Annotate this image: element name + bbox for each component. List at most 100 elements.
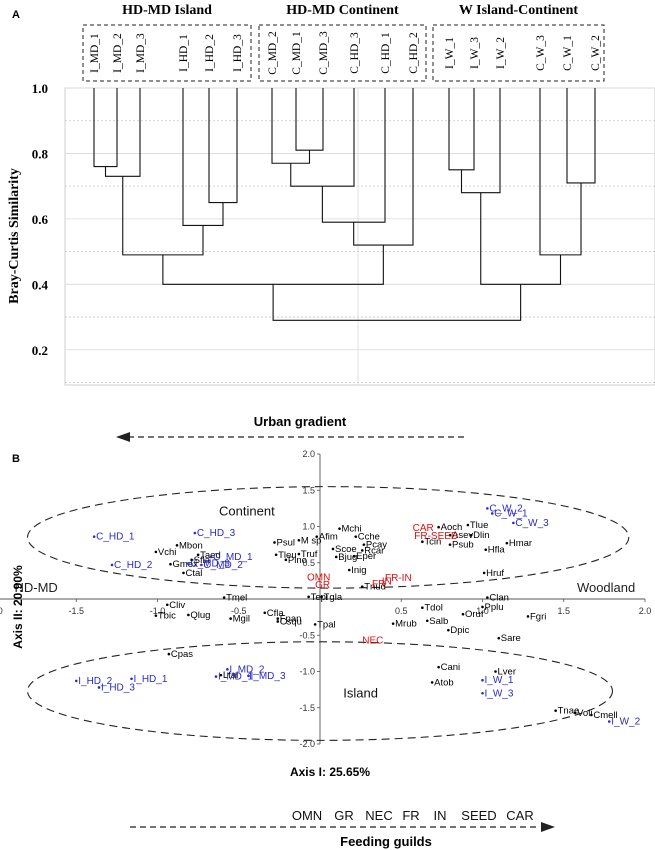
- species-marker: [421, 606, 424, 609]
- species-marker: [505, 541, 509, 545]
- y-tick-label: 1.0: [32, 81, 48, 96]
- y-tick-label: -1.5: [299, 703, 315, 713]
- species-marker: [331, 547, 335, 551]
- group-box: [432, 24, 605, 82]
- species-label: Qlug: [190, 610, 210, 621]
- species-label: Mrub: [395, 619, 417, 630]
- x-tick-label: -1.0: [150, 606, 166, 616]
- species-label: Cliv: [169, 600, 185, 611]
- species-label: Taed: [200, 550, 221, 561]
- site-marker: [214, 675, 218, 678]
- species-label: Mbon: [179, 540, 203, 551]
- x-tick-label: 0.5: [395, 606, 408, 616]
- species-label: Tpal: [317, 619, 335, 630]
- species-label: Tgla: [324, 592, 343, 603]
- site-marker: [481, 678, 484, 682]
- species-label: Sfla: [194, 555, 211, 566]
- species-marker: [165, 603, 169, 607]
- guild-label: NEC: [362, 635, 383, 646]
- species-label: Tlue: [470, 520, 488, 531]
- species-marker: [169, 562, 172, 566]
- species-marker: [229, 617, 232, 620]
- dendrogram-branch: [460, 88, 501, 194]
- ordination-y-axis-label: Axis II: 20.90%: [11, 565, 25, 649]
- species-label: Asev: [452, 530, 473, 541]
- species-label: Pino: [288, 555, 307, 566]
- panel-label-b: B: [12, 453, 20, 465]
- species-label: Hruf: [486, 568, 504, 579]
- species-label: Cche: [358, 532, 380, 543]
- species-label: Psub: [452, 540, 474, 551]
- site-marker: [226, 668, 229, 671]
- y-tick-label: -0.5: [299, 630, 315, 640]
- species-marker: [320, 595, 323, 599]
- guild-label: GR: [315, 580, 330, 591]
- group-ellipse: [26, 486, 630, 589]
- site-marker: [486, 507, 489, 510]
- dendrogram-branch: [93, 88, 118, 168]
- site-label: I_MD_1: [218, 672, 253, 683]
- species-label: Truf: [301, 549, 318, 560]
- species-label: Voli: [577, 708, 592, 719]
- species-label: Hmar: [509, 538, 532, 549]
- species-marker: [222, 596, 226, 599]
- ordination-species: Mchi Afim Cche M sp Psul Pcay Scoe Tleu EperRcar…: [154, 520, 618, 721]
- ordination-ellipses: Continent Island: [26, 486, 630, 741]
- site-label: I_HD_3: [101, 682, 135, 693]
- species-marker: [273, 541, 276, 544]
- guild-label: FR: [372, 579, 385, 590]
- species-marker: [486, 596, 489, 599]
- x-tick-label: -1.5: [68, 606, 84, 616]
- species-label: Rcar: [364, 545, 384, 556]
- species-label: Csqu: [280, 616, 302, 627]
- leaf-label: C_HD_2: [408, 32, 420, 74]
- guild-label: CAR: [413, 523, 434, 534]
- species-label: Gmex: [173, 559, 199, 570]
- species-marker: [334, 555, 338, 559]
- site-marker: [97, 686, 101, 689]
- leaf-label: I_W_2: [495, 37, 507, 69]
- species-marker: [469, 533, 473, 537]
- dendrogram-y-ticks: 1.0 0.8 0.6 0.4 0.2: [32, 81, 49, 358]
- species-marker: [421, 540, 424, 544]
- species-marker: [484, 548, 488, 551]
- panel-label-a: A: [12, 9, 20, 21]
- species-marker: [526, 615, 530, 618]
- site-label: C_W_1: [494, 508, 528, 519]
- site-marker: [130, 677, 133, 681]
- dendrogram-branches: [93, 88, 596, 321]
- species-label: Hfla: [488, 545, 506, 556]
- species-label: Mgil: [233, 614, 250, 625]
- species-label: Fpan: [280, 614, 302, 625]
- site-label: C_HD_3: [197, 528, 236, 539]
- site-label: C_W_3: [515, 518, 549, 529]
- species-label: Clan: [489, 593, 509, 604]
- species-marker: [437, 525, 440, 529]
- species-label: Oruf: [465, 609, 484, 620]
- site-label: C_MD_3: [190, 558, 230, 569]
- species-label: Cfla: [267, 608, 285, 619]
- ordination-x-axis-label: Axis I: 25.65%: [290, 765, 370, 779]
- species-marker: [425, 619, 429, 623]
- leaf-label: I_W_3: [469, 37, 481, 69]
- dendrogram-branch: [104, 88, 141, 177]
- leaf-label: I_HD_2: [204, 34, 216, 72]
- species-label: Scoe: [335, 544, 357, 555]
- species-marker: [347, 568, 351, 572]
- leaf-label: I_HD_1: [178, 34, 190, 72]
- species-marker: [437, 665, 440, 669]
- guild-sequence-item: OMN: [292, 808, 322, 823]
- guild-label: FR-SEED: [414, 531, 458, 542]
- species-marker: [448, 543, 452, 546]
- species-marker: [274, 553, 278, 557]
- species-marker: [276, 617, 280, 620]
- species-label: Salb: [429, 616, 448, 627]
- species-label: Cpas: [171, 649, 193, 660]
- site-label: C_HD_1: [96, 532, 135, 543]
- group-title: W Island-Continent: [459, 3, 579, 18]
- feeding-guilds-arrow: OMN GR NEC FR IN SEED CAR Feeding guilds: [130, 808, 555, 849]
- y-tick-label: 0.2: [32, 343, 48, 358]
- species-label: Tnae: [558, 706, 580, 717]
- gradient-label-left: HD-MD: [15, 580, 58, 595]
- leaf-label: C_W_3: [535, 35, 547, 71]
